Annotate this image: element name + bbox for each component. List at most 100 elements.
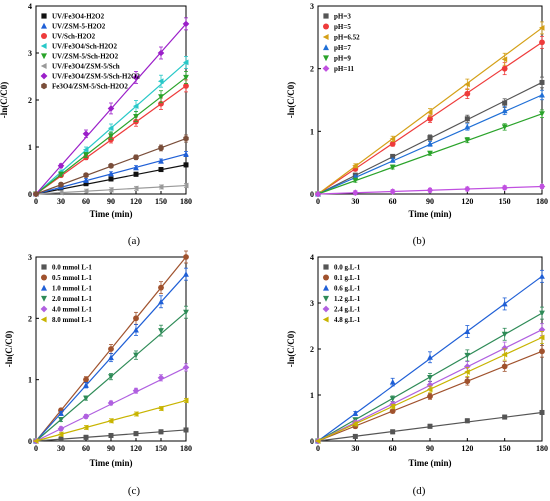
panel-b: 0 30 60 90 120 150 180 0 1 2 3 Time (min) -ln(C/C0) p… (286, 2, 548, 219)
x-tick-label: 180 (536, 444, 548, 453)
data-point (389, 396, 396, 402)
data-point (464, 90, 471, 97)
legend-entry: 0.1 g.L-1 (334, 274, 361, 282)
y-tick-label: 2 (310, 65, 314, 74)
data-point (82, 424, 89, 431)
y-tick-label: 4 (310, 253, 314, 262)
data-point (426, 381, 434, 389)
data-point (82, 146, 89, 153)
data-point (352, 410, 359, 416)
data-point (183, 309, 189, 316)
panel-a: 0 30 60 90 120 150 180 0 1 2 3 4 Time (min) -ln(C/C0)… (0, 2, 192, 219)
data-point (58, 171, 64, 178)
legend-entry: pH=11 (334, 65, 354, 73)
data-point (389, 188, 396, 195)
data-point (426, 186, 434, 194)
legend-entry: 8.0 mmol L-1 (52, 316, 92, 324)
data-point (390, 153, 396, 159)
data-point (427, 140, 433, 147)
x-tick-label: 180 (180, 444, 192, 453)
data-point (352, 162, 358, 169)
legend-marker (40, 43, 47, 49)
legend-marker (41, 13, 47, 19)
data-point (133, 171, 139, 177)
y-axis-title: -ln(C/C0) (0, 82, 9, 119)
data-point (83, 434, 89, 440)
data-point (183, 254, 189, 260)
data-point (183, 427, 189, 433)
legend-marker (41, 82, 47, 90)
x-tick-label: 0 (34, 444, 38, 453)
data-point (464, 123, 471, 130)
legend-marker (41, 33, 47, 39)
legend-entry: Fe3O4/ZSM-5/Sch-H2O2 (52, 83, 128, 91)
y-tick-label: 3 (28, 49, 32, 58)
legend-marker (40, 316, 47, 323)
data-point (501, 344, 508, 352)
legend-entry: pH=7 (334, 44, 351, 52)
data-point (389, 157, 396, 163)
data-point (158, 144, 164, 151)
data-point (157, 184, 164, 190)
data-point (464, 116, 470, 122)
data-point (133, 154, 139, 161)
data-point (501, 56, 508, 63)
y-tick-label: 3 (310, 299, 314, 308)
y-tick-label: 0 (310, 437, 314, 446)
data-point (83, 376, 89, 383)
legend-marker (322, 65, 330, 72)
x-tick-label: 0 (34, 197, 38, 206)
x-tick-label: 30 (351, 444, 359, 453)
data-point (57, 162, 65, 170)
x-tick-label: 180 (180, 197, 192, 206)
x-tick-label: 150 (155, 197, 167, 206)
data-point (539, 39, 545, 46)
data-point (108, 374, 114, 380)
data-point (502, 414, 508, 420)
legend-entry: UV/ZSM-5/Sch-H2O2 (52, 53, 119, 61)
legend-entry: 0.5 mmol L-1 (52, 274, 92, 282)
data-point (538, 334, 545, 341)
y-tick-label: 1 (310, 391, 314, 400)
y-tick-label: 1 (28, 143, 32, 152)
data-point (352, 433, 358, 439)
data-point (182, 397, 189, 404)
data-point (132, 411, 139, 417)
data-point (57, 189, 64, 196)
data-point (133, 164, 139, 171)
data-point (426, 109, 433, 116)
x-tick-label: 180 (536, 197, 548, 206)
x-tick-label: 150 (155, 444, 167, 453)
data-point (83, 152, 89, 159)
legend-entry: UV/Fe3O4-H2O2 (52, 13, 105, 21)
x-tick-label: 60 (389, 444, 397, 453)
y-axis-title: -ln(C/C0) (4, 331, 14, 368)
data-point (83, 181, 89, 187)
legend-marker (322, 34, 329, 40)
x-tick-label: 120 (130, 197, 142, 206)
data-point (464, 369, 470, 375)
data-point (33, 190, 39, 198)
legend-marker (41, 264, 47, 270)
data-point (133, 431, 139, 437)
x-tick-label: 30 (351, 197, 359, 206)
legend-entry: pH=9 (334, 55, 351, 63)
data-point (464, 418, 470, 424)
x-tick-label: 90 (426, 444, 434, 453)
panel-label-a: (a) (128, 235, 141, 247)
legend-entry: UV/Fe3O4/ZSM-5/Sch (52, 63, 120, 71)
y-tick-label: 2 (28, 96, 32, 105)
data-point (464, 328, 471, 334)
data-point (57, 431, 64, 438)
legend-marker (40, 63, 47, 69)
legend-entry: UV/Fe3O4/ZSM-5/Sch-H2O2 (52, 73, 140, 81)
legend-marker (41, 284, 47, 291)
data-point (352, 421, 358, 427)
data-point (352, 177, 359, 184)
data-point (157, 78, 164, 85)
data-point (464, 81, 470, 88)
data-point (133, 315, 139, 322)
legend-entry: 4.0 mmol L-1 (52, 306, 92, 314)
data-point (83, 395, 89, 402)
